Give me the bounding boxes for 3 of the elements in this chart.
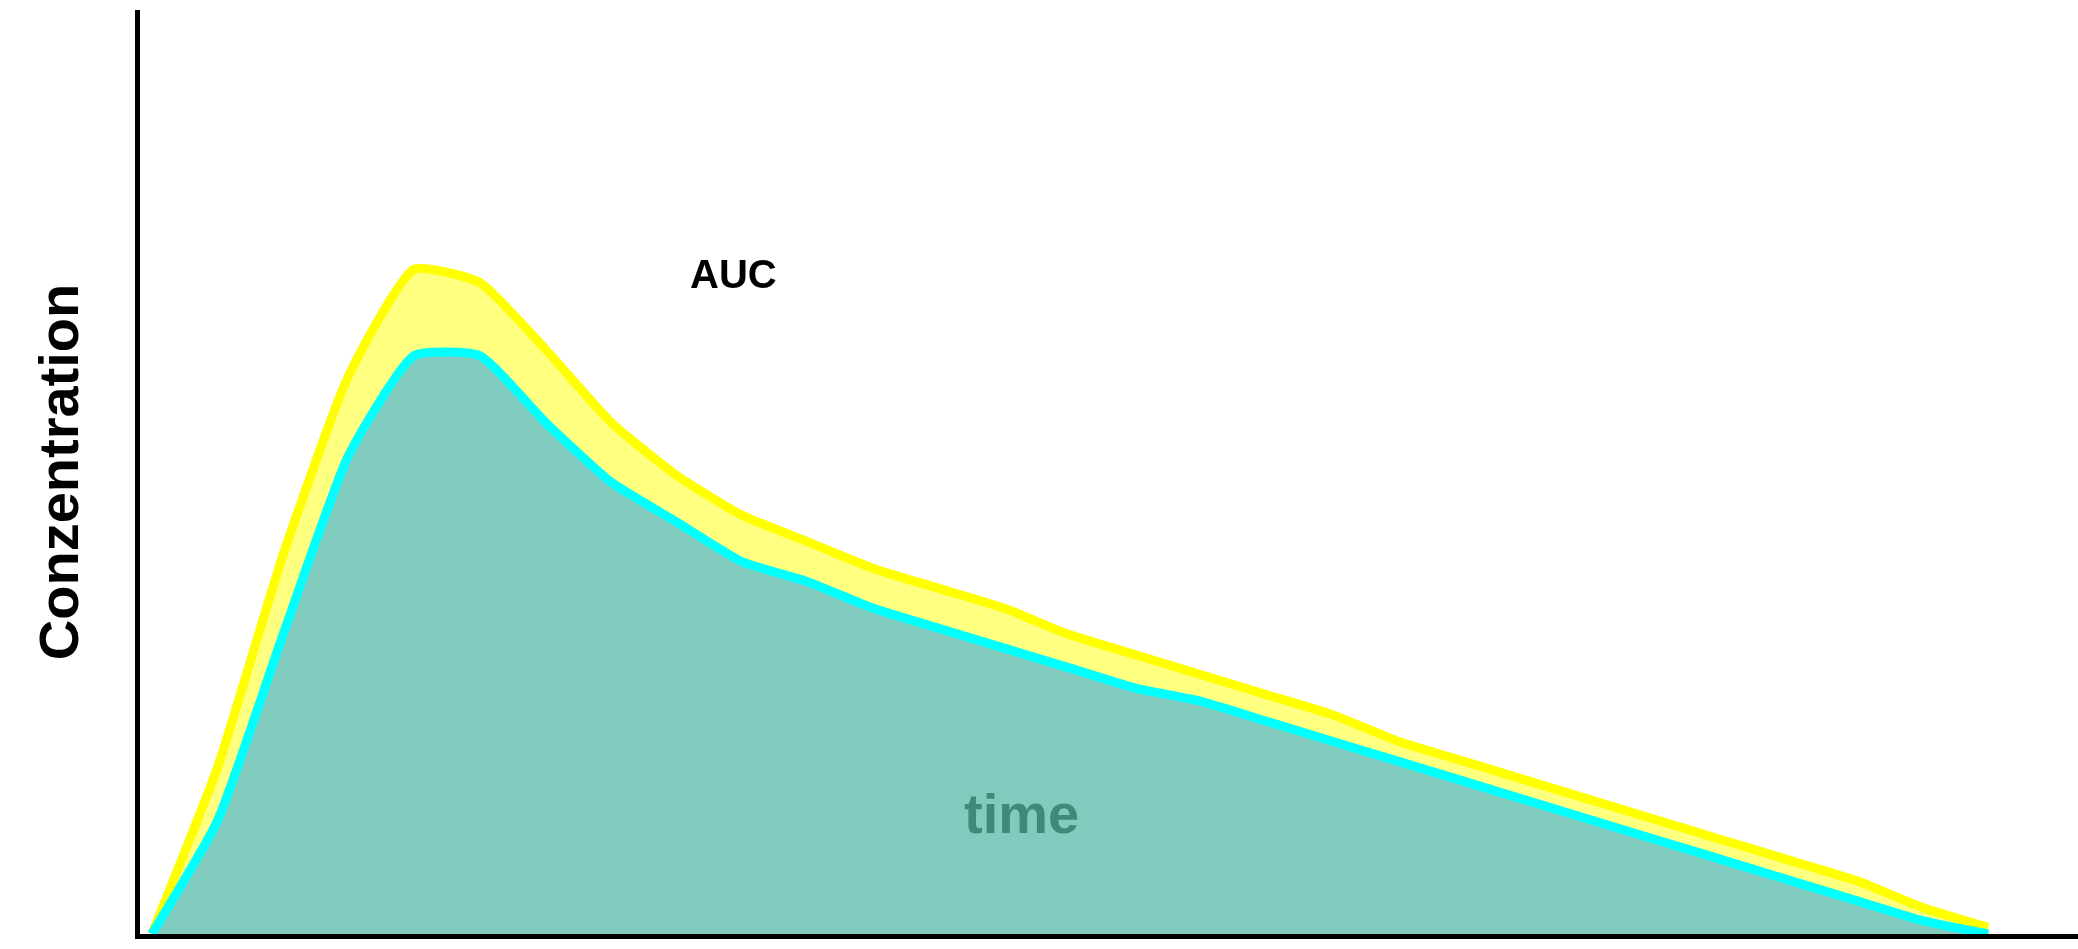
y-axis-title: Conzentration [26,283,90,661]
annotation: AUC [690,252,777,296]
x-axis-title: time [964,782,1080,845]
